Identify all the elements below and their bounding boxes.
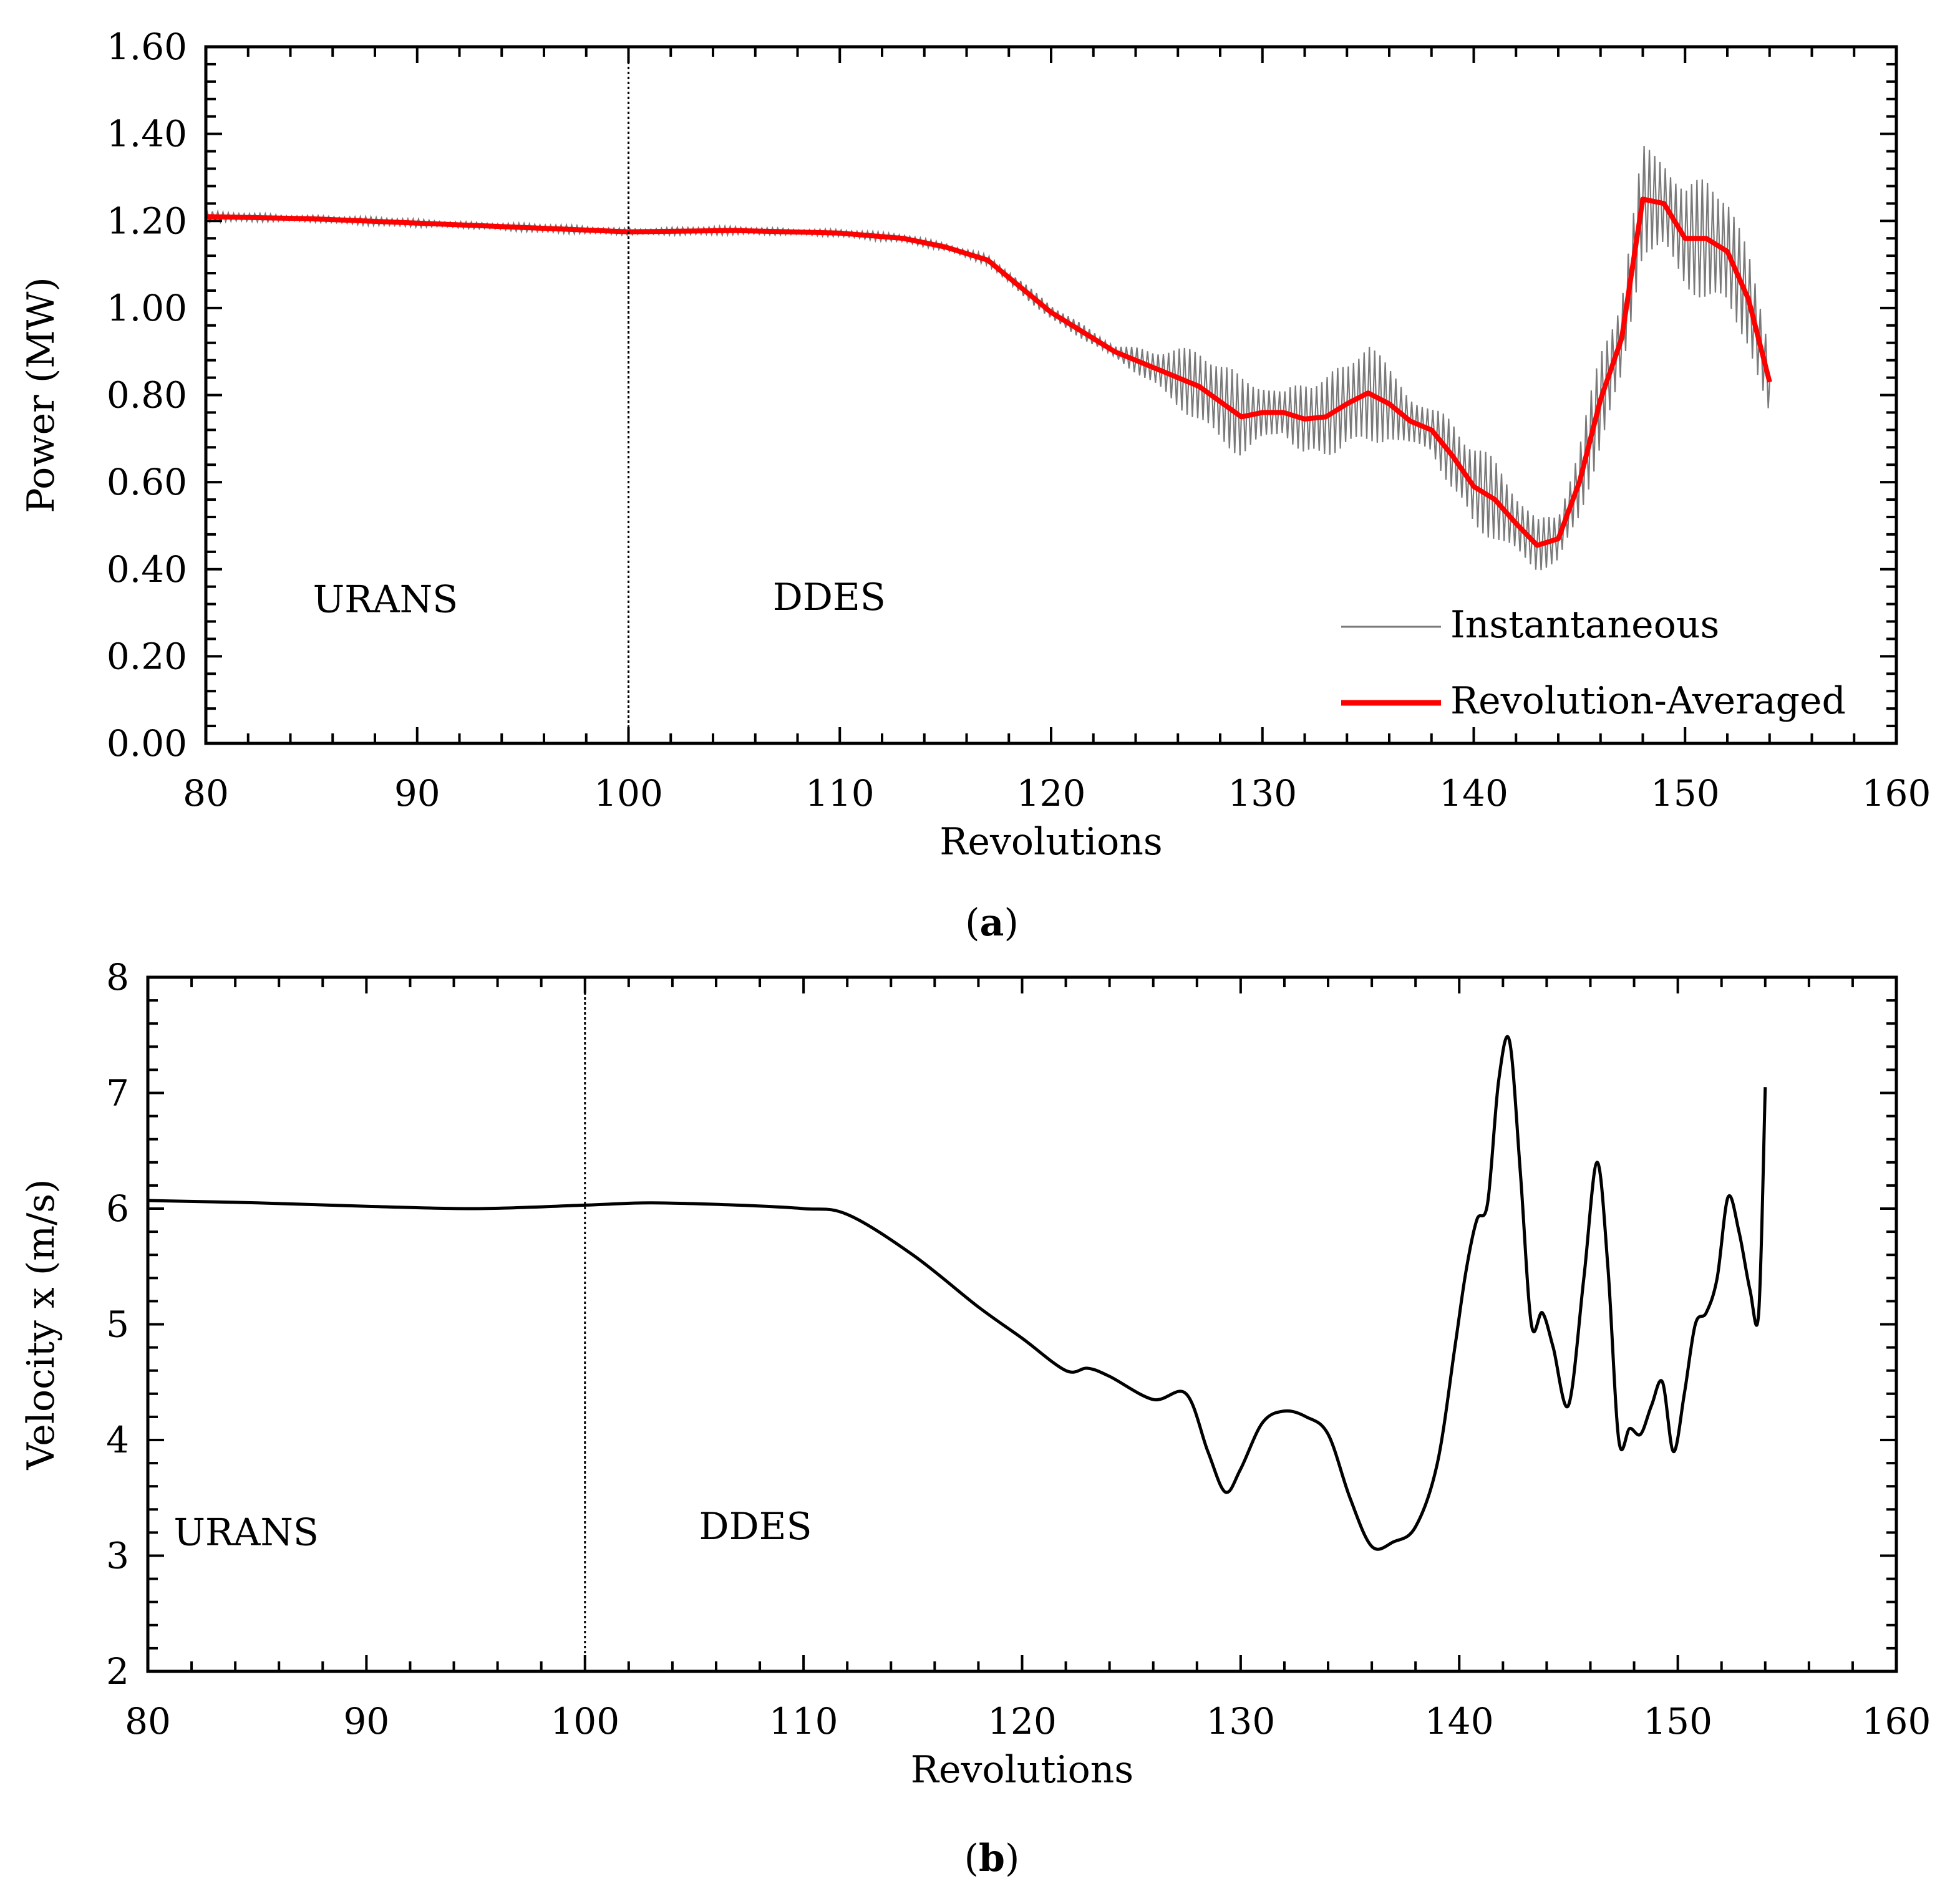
legend: Instantaneous Revolution-Averaged xyxy=(1341,603,1846,723)
y-tick-label: 0.60 xyxy=(107,461,187,503)
region-label-urans-a: URANS xyxy=(313,578,458,622)
y-tick-label: 8 xyxy=(106,956,129,998)
caption-a-close: ) xyxy=(1004,901,1018,945)
x-tick-label: 150 xyxy=(1651,772,1720,814)
y-tick-label: 7 xyxy=(106,1072,129,1114)
revolution-averaged-power-line xyxy=(205,196,1772,548)
x-axis-title-b: Revolutions xyxy=(911,1748,1133,1792)
panel-b-velocity-chart: 80 90 100 110 120 130 140 150 160 2 3 4 5 6 7 8 Revolu… xyxy=(19,956,1931,1880)
x-tick-label: 100 xyxy=(594,772,663,814)
x-tick-label: 160 xyxy=(1862,1700,1931,1742)
x-tick-labels-b: 80 90 100 110 120 130 140 150 160 xyxy=(125,1700,1931,1742)
y-axis-title-a: Power (MW) xyxy=(19,277,63,513)
y-tick-label: 0.20 xyxy=(107,635,187,677)
velocity-x-line xyxy=(147,1035,1767,1551)
x-tick-label: 140 xyxy=(1425,1700,1494,1742)
y-tick-label: 4 xyxy=(106,1419,129,1461)
caption-b-open: ( xyxy=(964,1837,979,1880)
y-tick-label: 1.60 xyxy=(107,26,187,68)
y-tick-labels-b: 2 3 4 5 6 7 8 xyxy=(106,956,129,1693)
region-label-ddes-b: DDES xyxy=(699,1505,812,1549)
y-ticks-b xyxy=(148,976,1896,1673)
x-tick-label: 80 xyxy=(183,772,229,814)
legend-label-instantaneous: Instantaneous xyxy=(1450,603,1719,647)
x-tick-label: 130 xyxy=(1206,1700,1276,1742)
x-tick-label: 160 xyxy=(1862,772,1931,814)
x-tick-label: 150 xyxy=(1643,1700,1712,1742)
revolution-averaged-power-series xyxy=(205,196,1772,548)
x-tick-label: 120 xyxy=(1017,772,1086,814)
y-axis-title-b: Velocity x (m/s) xyxy=(19,1179,63,1470)
y-ticks-a xyxy=(206,46,1896,745)
caption-b-letter: b xyxy=(979,1837,1005,1880)
x-tick-label: 80 xyxy=(125,1700,171,1742)
x-tick-label: 110 xyxy=(805,772,875,814)
y-tick-labels-a: 0.00 0.20 0.40 0.60 0.80 1.00 1.20 1.40 1.60 xyxy=(107,26,187,765)
y-tick-label: 5 xyxy=(106,1303,129,1346)
region-label-urans-b: URANS xyxy=(173,1510,319,1554)
y-tick-label: 0.40 xyxy=(107,548,187,591)
x-axis-title-a: Revolutions xyxy=(939,820,1162,864)
caption-a-open: ( xyxy=(965,901,979,945)
y-tick-label: 0.00 xyxy=(107,722,187,765)
x-tick-label: 100 xyxy=(550,1700,619,1742)
y-tick-label: 6 xyxy=(106,1187,129,1230)
panel-a-power-chart: 80 90 100 110 120 130 140 150 160 0.000.200.400.… xyxy=(19,26,1931,945)
x-ticks-b xyxy=(147,977,1898,1671)
x-ticks-a xyxy=(205,47,1898,743)
x-tick-label: 90 xyxy=(343,1700,389,1742)
caption-a-letter: a xyxy=(980,901,1004,945)
velocity-x-series xyxy=(147,1035,1767,1551)
x-tick-label: 120 xyxy=(987,1700,1057,1742)
caption-b: (b) xyxy=(964,1837,1020,1880)
legend-label-revolution-averaged: Revolution-Averaged xyxy=(1450,679,1846,723)
y-tick-label: 1.40 xyxy=(107,113,187,155)
x-tick-label: 110 xyxy=(769,1700,838,1742)
y-tick-label: 0.80 xyxy=(107,374,187,417)
x-tick-label: 90 xyxy=(394,772,440,814)
y-tick-label: 1.20 xyxy=(107,200,187,242)
caption-a: (a) xyxy=(965,901,1019,945)
y-tick-label: 2 xyxy=(106,1650,129,1693)
y-tick-label: 1.00 xyxy=(107,287,187,329)
x-tick-labels-a: 80 90 100 110 120 130 140 150 160 xyxy=(183,772,1931,814)
x-tick-label: 140 xyxy=(1439,772,1508,814)
caption-b-close: ) xyxy=(1005,1837,1019,1880)
x-tick-label: 130 xyxy=(1228,772,1297,814)
y-tick-label: 3 xyxy=(106,1535,129,1577)
region-label-ddes-a: DDES xyxy=(773,576,886,619)
